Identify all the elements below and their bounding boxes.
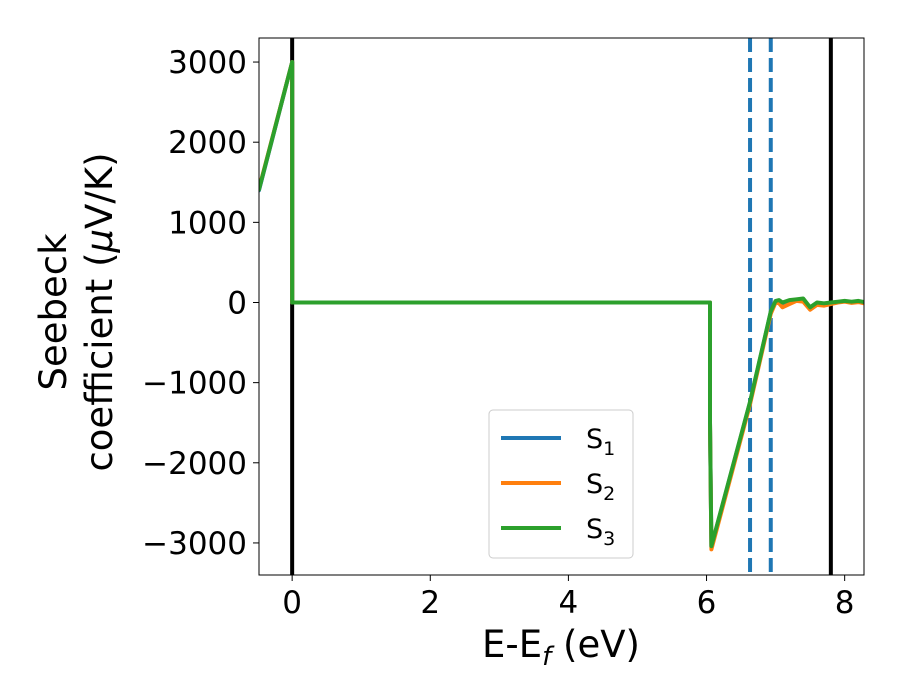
- x-tick-label: 8: [835, 585, 855, 621]
- y-axis-label: Seebeck coefficient (μV/K): [32, 152, 121, 471]
- y-axis-ticks: −3000 −2000 −1000 0 1000 2000 3000: [142, 45, 259, 562]
- x-tick-label: 0: [282, 585, 302, 621]
- y-tick-label: 2000: [168, 125, 247, 161]
- legend-label-S1: S1: [586, 424, 615, 460]
- x-axis-ticks: 0 2 4 6 8: [282, 575, 855, 621]
- y-tick-label: 3000: [168, 45, 247, 81]
- x-axis-label: E-Ef (eV): [482, 623, 640, 672]
- x-tick-label: 4: [559, 585, 579, 621]
- y-axis-label-line1: Seebeck: [32, 233, 75, 391]
- legend-label-S2: S2: [586, 469, 615, 505]
- x-axis-label-unit: (eV): [551, 623, 640, 666]
- y-tick-label: −3000: [142, 526, 247, 562]
- plot-frame: [258, 37, 865, 576]
- x-tick-label: 6: [697, 585, 717, 621]
- y-axis-label-line2: coefficient (μV/K): [78, 152, 121, 471]
- x-tick-label: 2: [420, 585, 440, 621]
- y-tick-label: −2000: [142, 446, 247, 482]
- y-tick-label: −1000: [142, 366, 247, 402]
- y-tick-label: 0: [227, 285, 247, 321]
- series-lines: [259, 60, 864, 552]
- legend: S1 S2 S3: [488, 409, 634, 559]
- legend-label-S3: S3: [586, 514, 615, 550]
- series-line-S3: [259, 60, 864, 549]
- y-tick-label: 1000: [168, 205, 247, 241]
